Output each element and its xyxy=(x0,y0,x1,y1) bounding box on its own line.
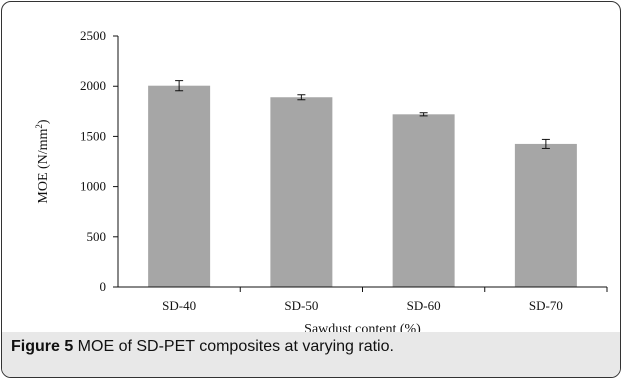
bar xyxy=(392,114,455,287)
x-axis-title: Sawdust content (%) xyxy=(304,322,421,332)
bar xyxy=(148,85,211,287)
y-axis-title-superscript: 2 xyxy=(34,124,44,129)
bar xyxy=(514,143,577,287)
figure-caption-text: MOE of SD-PET composites at varying rati… xyxy=(73,338,394,355)
error-bars xyxy=(175,80,550,149)
y-axis-title-end: ) xyxy=(36,119,51,124)
y-axis-title: MOE (N/mm2) xyxy=(34,119,51,204)
figure-caption: Figure 5 MOE of SD-PET composites at var… xyxy=(2,332,620,377)
error-bar xyxy=(419,112,428,117)
x-tick-label: SD-40 xyxy=(162,298,196,313)
bar-chart: 0 500 1000 1500 2000 2500 SD-40 SD-50 SD-60 SD-7… xyxy=(34,28,608,332)
figure-frame: 0 500 1000 1500 2000 2500 SD-40 SD-50 SD-60 SD-7… xyxy=(1,1,621,378)
x-tick-label: SD-60 xyxy=(407,298,441,313)
y-tick-label: 500 xyxy=(87,229,107,244)
bars xyxy=(148,85,577,287)
x-tick-label: SD-70 xyxy=(529,298,563,313)
error-bar xyxy=(175,80,184,92)
error-bar xyxy=(297,94,306,101)
y-tick-label: 2500 xyxy=(80,28,106,43)
figure-number: Figure 5 xyxy=(11,338,74,355)
y-axis-ticks: 0 500 1000 1500 2000 2500 xyxy=(80,28,118,294)
y-tick-label: 1500 xyxy=(80,128,106,143)
bar xyxy=(270,97,333,287)
y-tick-label: 0 xyxy=(100,279,107,294)
error-bar xyxy=(541,138,550,149)
x-tick-label: SD-50 xyxy=(284,298,318,313)
y-tick-label: 2000 xyxy=(80,78,106,93)
x-axis-tick-labels: SD-40 SD-50 SD-60 SD-70 xyxy=(162,287,608,313)
y-axis-title-main: MOE (N/mm xyxy=(36,128,51,203)
y-tick-label: 1000 xyxy=(80,179,106,194)
